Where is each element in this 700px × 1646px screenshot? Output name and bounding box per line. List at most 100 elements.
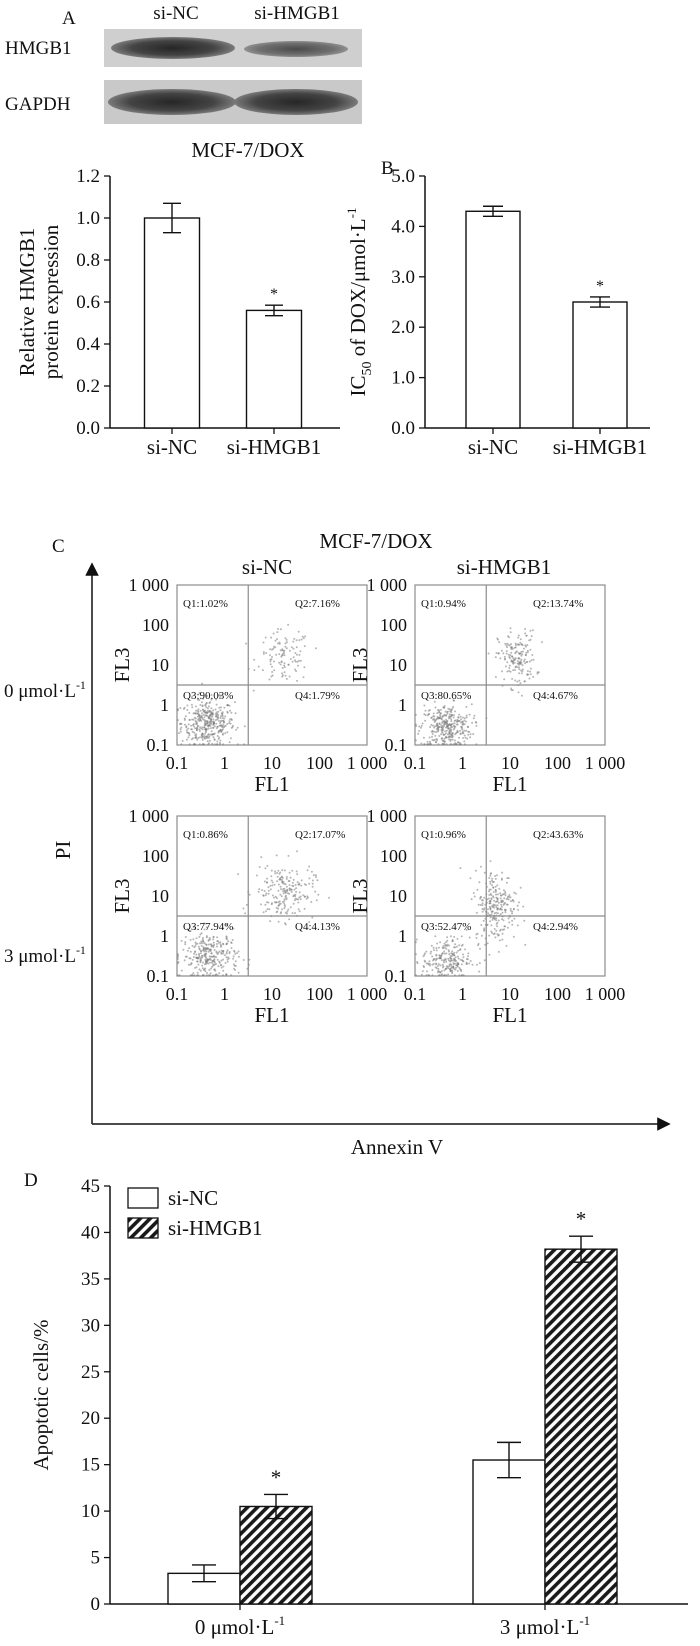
flow-event-dot bbox=[267, 892, 270, 895]
flow-event-dot bbox=[180, 743, 183, 746]
flow-event-dot bbox=[285, 641, 288, 644]
flow-event-dot bbox=[429, 740, 431, 743]
flow-event-dot bbox=[205, 731, 207, 734]
flow-event-dot bbox=[451, 738, 454, 741]
flow-event-dot bbox=[499, 892, 502, 895]
flow-event-dot bbox=[455, 966, 457, 969]
a-bar-si-nc bbox=[143, 217, 201, 429]
flow-event-dot bbox=[204, 724, 207, 727]
flow-event-dot bbox=[517, 634, 520, 637]
flow-event-dot bbox=[436, 726, 439, 729]
flow-event-dot bbox=[207, 962, 210, 965]
flow-event-dot bbox=[202, 940, 205, 943]
flow-event-dot bbox=[193, 974, 196, 977]
flow-event-dot bbox=[507, 917, 510, 920]
flow-event-dot bbox=[449, 713, 451, 716]
flow-event-dot bbox=[438, 725, 441, 728]
flow-event-dot bbox=[244, 912, 247, 915]
flow-event-dot bbox=[212, 709, 215, 712]
flow-event-dot bbox=[520, 672, 523, 675]
flow-event-dot bbox=[461, 716, 464, 719]
flow-event-dot bbox=[216, 725, 219, 728]
flow-event-dot bbox=[223, 720, 226, 723]
flow-event-dot bbox=[504, 665, 507, 668]
flow-event-dot bbox=[293, 888, 296, 891]
flow-event-dot bbox=[443, 952, 446, 955]
blot-label-gapdh: GAPDH bbox=[5, 94, 71, 115]
flow-event-dot bbox=[443, 969, 446, 972]
flow-event-dot bbox=[515, 650, 518, 653]
flow-event-dot bbox=[488, 877, 491, 879]
flow-event-dot bbox=[493, 932, 496, 935]
flow-event-dot bbox=[196, 724, 199, 727]
flow-event-dot bbox=[426, 740, 429, 743]
flow-event-dot bbox=[199, 718, 202, 721]
flow-event-dot bbox=[429, 726, 432, 728]
flow-event-dot bbox=[288, 884, 291, 886]
flow-event-dot bbox=[502, 919, 505, 922]
flow-event-dot bbox=[308, 865, 311, 868]
flow-event-dot bbox=[275, 911, 278, 914]
flow-event-dot bbox=[418, 725, 421, 728]
flow-event-dot bbox=[497, 652, 500, 655]
flow-event-dot bbox=[495, 906, 498, 909]
panel-a-caption: MCF-7/DOX bbox=[191, 138, 304, 162]
flow-xtick-label: 100 bbox=[306, 984, 333, 1004]
flow-event-dot bbox=[192, 956, 195, 958]
flow-event-dot bbox=[489, 902, 492, 905]
flow-event-dot bbox=[294, 652, 297, 654]
d-significance-star: * bbox=[576, 1207, 587, 1231]
flow-event-dot bbox=[505, 898, 508, 901]
flow-event-dot bbox=[279, 877, 282, 880]
flow-event-dot bbox=[253, 669, 256, 672]
flow-event-dot bbox=[277, 904, 280, 907]
flow-event-dot bbox=[184, 936, 187, 938]
flow-event-dot bbox=[205, 952, 208, 955]
flow-event-dot bbox=[308, 921, 311, 923]
flow-event-dot bbox=[521, 644, 524, 647]
flow-event-dot bbox=[492, 916, 495, 919]
flow-event-dot bbox=[208, 709, 211, 712]
flow-event-dot bbox=[465, 714, 468, 717]
flow-event-dot bbox=[434, 935, 437, 938]
flow-plot-3-mol-l-1-si-hmgb1: Q1:0.96% Q2:43.63% Q3:52.47% Q4:2.94% 0.10.1… bbox=[348, 806, 625, 1027]
flow-event-dot bbox=[208, 723, 211, 726]
flow-event-dot bbox=[508, 664, 511, 667]
flow-event-dot bbox=[519, 682, 522, 685]
flow-event-dot bbox=[491, 910, 494, 913]
flow-event-dot bbox=[529, 648, 532, 651]
flow-event-dot bbox=[436, 957, 439, 960]
flow-event-dot bbox=[270, 875, 273, 878]
flow-event-dot bbox=[279, 912, 282, 915]
flow-event-dot bbox=[456, 969, 459, 972]
flow-event-dot bbox=[283, 666, 286, 669]
flow-event-dot bbox=[454, 956, 457, 959]
flow-event-dot bbox=[489, 920, 492, 923]
flow-event-dot bbox=[460, 935, 463, 938]
flow-event-dot bbox=[300, 638, 303, 641]
flow-event-dot bbox=[514, 679, 517, 682]
flow-event-dot bbox=[495, 929, 498, 932]
flow-event-dot bbox=[301, 635, 304, 638]
flow-event-dot bbox=[512, 908, 515, 911]
quadrant-q2-label: Q2:13.74% bbox=[533, 598, 583, 610]
flow-event-dot bbox=[303, 666, 306, 669]
flow-event-dot bbox=[234, 953, 237, 955]
flow-event-dot bbox=[210, 944, 213, 947]
flow-event-dot bbox=[453, 714, 455, 717]
flow-event-dot bbox=[515, 665, 517, 668]
flow-event-dot bbox=[282, 892, 285, 895]
flow-event-dot bbox=[453, 954, 456, 957]
flow-event-dot bbox=[504, 642, 507, 645]
flow-event-dot bbox=[514, 642, 517, 645]
flow-event-dot bbox=[492, 891, 495, 893]
flow-event-dot bbox=[446, 945, 448, 947]
flow-event-dot bbox=[197, 708, 200, 711]
flow-event-dot bbox=[315, 899, 318, 902]
flow-event-dot bbox=[471, 963, 474, 966]
flow-event-dot bbox=[478, 962, 481, 965]
flow-event-dot bbox=[195, 966, 198, 969]
flow-event-dot bbox=[458, 944, 461, 947]
flow-event-dot bbox=[439, 941, 442, 944]
flow-event-dot bbox=[220, 963, 223, 966]
